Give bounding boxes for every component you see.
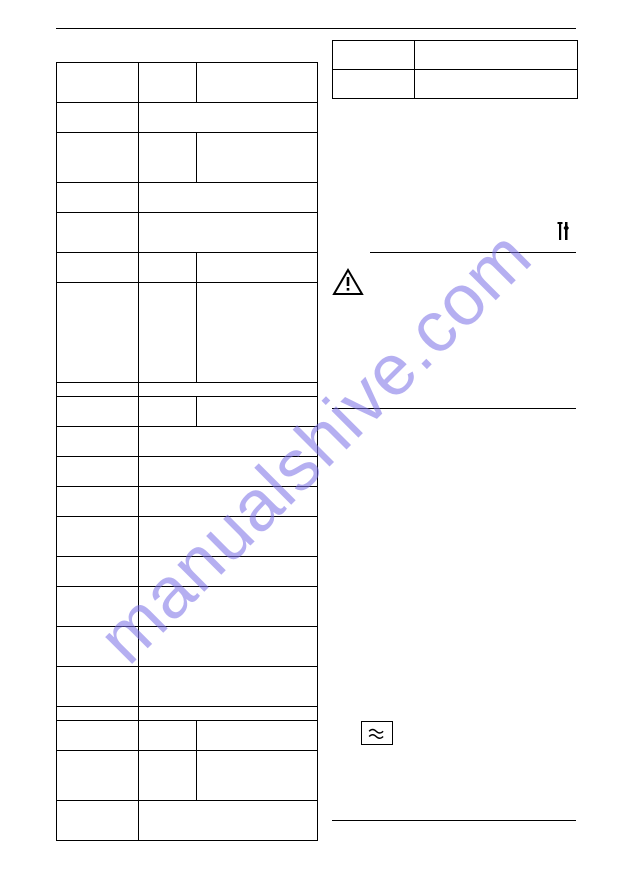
table-cell bbox=[197, 397, 317, 426]
table-cell bbox=[57, 587, 139, 626]
symbol-box-icon bbox=[361, 721, 393, 745]
table-cell bbox=[333, 41, 415, 69]
table-cell bbox=[139, 707, 317, 720]
table-row bbox=[57, 751, 317, 801]
table-cell bbox=[57, 707, 139, 720]
table-cell bbox=[57, 383, 139, 396]
table-row bbox=[333, 70, 577, 99]
table-cell bbox=[139, 457, 317, 486]
table-cell bbox=[57, 457, 139, 486]
top-horizontal-rule bbox=[56, 28, 576, 29]
table-cell bbox=[139, 667, 317, 706]
table-row bbox=[57, 487, 317, 517]
table-row bbox=[57, 587, 317, 627]
section-rule bbox=[332, 820, 576, 821]
table-cell bbox=[57, 557, 139, 586]
table-cell bbox=[57, 397, 139, 426]
table-row bbox=[57, 183, 317, 213]
table-cell bbox=[57, 487, 139, 516]
table-row bbox=[57, 103, 317, 133]
table-cell bbox=[57, 627, 139, 666]
table-cell bbox=[139, 517, 317, 556]
table-cell bbox=[139, 801, 317, 840]
table-row bbox=[57, 397, 317, 427]
table-cell bbox=[139, 487, 317, 516]
table-row bbox=[57, 213, 317, 253]
table-cell bbox=[57, 721, 139, 750]
table-cell bbox=[415, 70, 577, 98]
table-row bbox=[57, 627, 317, 667]
table-cell bbox=[197, 721, 317, 750]
table-cell bbox=[333, 70, 415, 98]
table-cell bbox=[139, 183, 317, 212]
table-row bbox=[333, 41, 577, 70]
table-cell bbox=[139, 63, 197, 102]
table-row bbox=[57, 63, 317, 103]
main-left-table bbox=[56, 62, 318, 841]
table-cell bbox=[139, 213, 317, 252]
table-row bbox=[57, 801, 317, 841]
table-row bbox=[57, 133, 317, 183]
table-row bbox=[57, 707, 317, 721]
section-rule bbox=[332, 408, 576, 409]
table-row bbox=[57, 667, 317, 707]
document-page: manualshive.com bbox=[0, 0, 629, 893]
table-cell bbox=[139, 627, 317, 666]
table-row bbox=[57, 383, 317, 397]
table-cell bbox=[197, 133, 317, 182]
table-cell bbox=[57, 751, 139, 800]
table-cell bbox=[57, 213, 139, 252]
table-cell bbox=[139, 397, 197, 426]
table-cell bbox=[415, 41, 577, 69]
table-cell bbox=[139, 587, 317, 626]
table-cell bbox=[57, 253, 139, 282]
table-cell bbox=[139, 383, 317, 396]
table-cell bbox=[197, 283, 317, 382]
table-row bbox=[57, 457, 317, 487]
table-cell bbox=[139, 427, 317, 456]
table-cell bbox=[139, 133, 197, 182]
table-cell bbox=[139, 283, 197, 382]
table-cell bbox=[139, 751, 197, 800]
top-right-table bbox=[332, 40, 578, 99]
table-row bbox=[57, 517, 317, 557]
table-cell bbox=[139, 103, 317, 132]
table-cell bbox=[57, 133, 139, 182]
table-cell bbox=[139, 557, 317, 586]
table-cell bbox=[197, 253, 317, 282]
table-cell bbox=[57, 517, 139, 556]
table-cell bbox=[139, 253, 197, 282]
table-cell bbox=[57, 667, 139, 706]
table-cell bbox=[57, 283, 139, 382]
table-cell bbox=[57, 103, 139, 132]
table-cell bbox=[57, 801, 139, 840]
table-cell bbox=[197, 751, 317, 800]
tools-icon bbox=[554, 220, 572, 247]
table-row bbox=[57, 557, 317, 587]
table-row bbox=[57, 253, 317, 283]
table-cell bbox=[57, 63, 139, 102]
table-row bbox=[57, 721, 317, 751]
section-rule bbox=[370, 252, 576, 253]
table-row bbox=[57, 427, 317, 457]
warning-icon bbox=[332, 268, 364, 301]
table-cell bbox=[57, 183, 139, 212]
table-row bbox=[57, 283, 317, 383]
table-cell bbox=[197, 63, 317, 102]
table-cell bbox=[57, 427, 139, 456]
table-cell bbox=[139, 721, 197, 750]
